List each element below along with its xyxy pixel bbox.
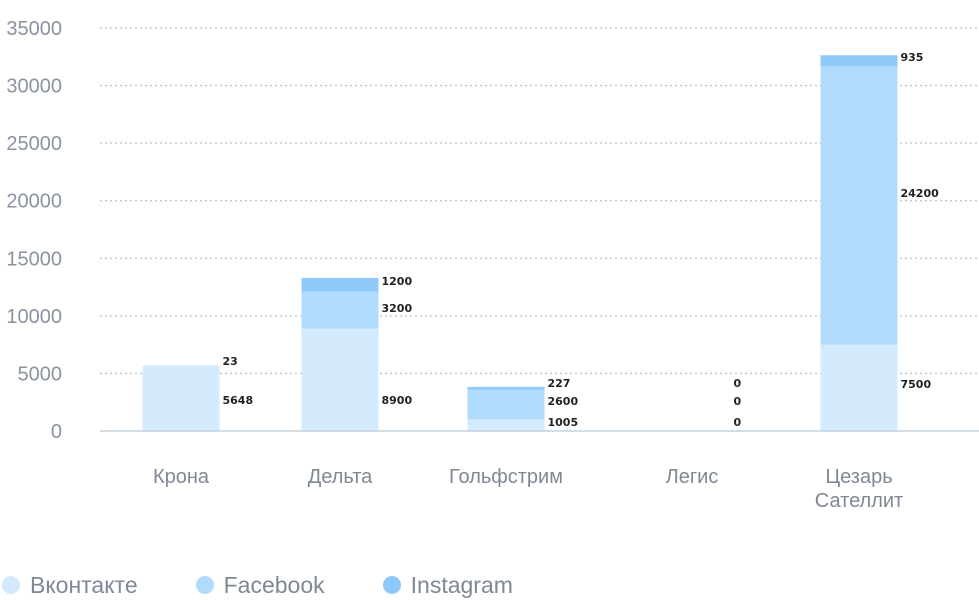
legend-swatch-instagram	[383, 576, 401, 594]
legend-item-instagram[interactable]: Instagram	[381, 572, 513, 599]
bar-facebook-4	[821, 66, 898, 345]
legend-label-vkontakte: Вконтакте	[30, 572, 138, 599]
y-tick-label-35000: 35000	[6, 18, 62, 40]
y-tick-label-10000: 10000	[6, 306, 62, 328]
bar-vkontakte-2	[468, 419, 545, 431]
y-tick-label-25000: 25000	[6, 133, 62, 155]
y-tick-label-20000: 20000	[6, 191, 62, 213]
data-label-instagram-4: 935	[901, 51, 924, 64]
bar-vkontakte-4	[821, 345, 898, 431]
data-label-facebook-0: 23	[223, 355, 238, 368]
x-tick-label-0: Крона	[153, 466, 210, 488]
legend-label-instagram: Instagram	[411, 572, 513, 599]
legend-item-vkontakte[interactable]: Вконтакте	[0, 572, 138, 599]
y-tick-label-0: 0	[51, 421, 62, 443]
bar-facebook-1	[302, 292, 379, 329]
bar-vkontakte-1	[302, 329, 379, 431]
data-label-vkontakte-0: 5648	[223, 394, 254, 407]
bar-vkontakte-0	[143, 366, 220, 431]
bar-instagram-1	[302, 278, 379, 292]
y-tick-label-30000: 30000	[6, 76, 62, 98]
x-tick-label-2: Гольфстрим	[449, 466, 563, 488]
legend-label-facebook: Facebook	[224, 572, 325, 599]
data-label-vkontakte-3: 0	[734, 416, 742, 429]
data-label-facebook-3: 0	[734, 395, 742, 408]
x-tick-label-4-line2: Сателлит	[815, 490, 903, 512]
data-label-instagram-3: 0	[734, 377, 742, 390]
bar-facebook-2	[468, 389, 545, 419]
data-label-vkontakte-2: 1005	[548, 416, 579, 429]
y-tick-label-15000: 15000	[6, 248, 62, 270]
legend: Вконтакте Facebook Instagram	[0, 570, 569, 600]
data-label-facebook-4: 24200	[901, 187, 940, 200]
legend-item-facebook[interactable]: Facebook	[194, 572, 325, 599]
x-tick-label-4: Цезарь	[825, 466, 892, 488]
y-tick-label-5000: 5000	[18, 363, 63, 385]
data-label-vkontakte-4: 7500	[901, 378, 932, 391]
data-label-facebook-2: 2600	[548, 395, 579, 408]
data-label-vkontakte-1: 8900	[382, 394, 413, 407]
legend-swatch-facebook	[196, 576, 214, 594]
bar-instagram-2	[468, 387, 545, 390]
bar-instagram-4	[821, 55, 898, 66]
data-label-facebook-1: 3200	[382, 302, 413, 315]
x-tick-label-3: Легис	[666, 466, 719, 488]
x-tick-label-1: Дельта	[308, 466, 373, 488]
legend-swatch-vkontakte	[2, 576, 20, 594]
data-label-instagram-1: 1200	[382, 275, 413, 288]
data-label-instagram-2: 227	[548, 377, 571, 390]
